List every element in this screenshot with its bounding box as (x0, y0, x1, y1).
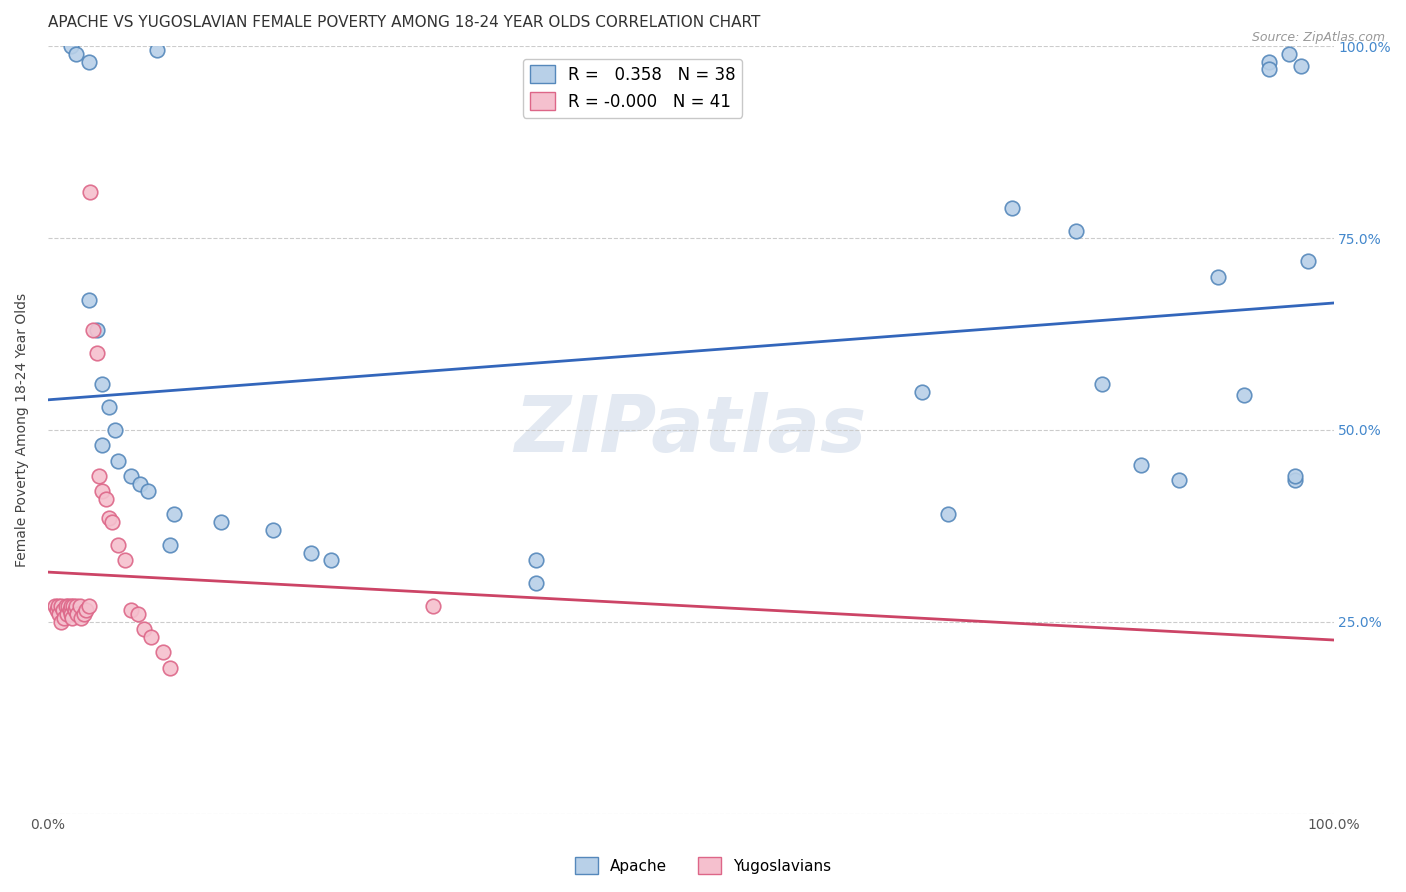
Point (1284, 469, 1306, 483)
Point (55, 599, 77, 614)
Point (524, 576, 547, 591)
Point (1001, 201, 1024, 215)
Point (129, 476, 152, 491)
Point (319, 553, 342, 567)
Point (79, 185, 101, 199)
Point (53, 611, 76, 625)
Point (114, 553, 136, 567)
Point (62, 599, 84, 614)
Point (1284, 473, 1306, 487)
Y-axis label: Female Poverty Among 18-24 Year Olds: Female Poverty Among 18-24 Year Olds (15, 293, 30, 567)
Point (104, 423, 127, 437)
Point (1258, 62, 1281, 77)
Point (52, 603, 75, 617)
Point (65, 47, 87, 62)
Point (75, 603, 97, 617)
Text: Source: ZipAtlas.com: Source: ZipAtlas.com (1251, 31, 1385, 45)
Point (46, 599, 69, 614)
Point (69, 599, 91, 614)
Point (120, 469, 142, 483)
Point (120, 603, 142, 617)
Point (60, 611, 83, 625)
Point (152, 645, 174, 659)
Point (136, 484, 159, 499)
Point (1258, 54, 1281, 69)
Point (59, 603, 82, 617)
Point (209, 515, 232, 529)
Point (159, 661, 181, 675)
Point (86, 323, 108, 337)
Point (49, 615, 72, 629)
Point (73, 607, 96, 621)
Point (299, 546, 322, 560)
Point (65, 599, 87, 614)
Point (59, 599, 82, 614)
Legend: Apache, Yugoslavians: Apache, Yugoslavians (569, 851, 837, 880)
Text: APACHE VS YUGOSLAVIAN FEMALE POVERTY AMONG 18-24 YEAR OLDS CORRELATION CHART: APACHE VS YUGOSLAVIAN FEMALE POVERTY AMO… (48, 15, 761, 30)
Point (524, 553, 547, 567)
Point (98, 400, 121, 414)
Point (77, 293, 100, 307)
Point (1296, 254, 1319, 268)
Point (101, 515, 124, 529)
Point (90, 438, 112, 452)
Point (1206, 269, 1229, 284)
Point (58, 599, 80, 614)
Point (66, 607, 89, 621)
Point (146, 43, 169, 57)
Point (86, 346, 108, 360)
Point (936, 508, 959, 522)
Point (45, 603, 67, 617)
Point (107, 453, 129, 467)
Point (98, 511, 121, 525)
Point (90, 376, 112, 391)
Point (127, 607, 149, 621)
Point (90, 484, 112, 499)
Point (77, 54, 100, 69)
Point (49, 599, 72, 614)
Point (1129, 458, 1152, 472)
Point (63, 603, 86, 617)
Point (262, 523, 284, 537)
Point (70, 611, 93, 625)
Point (1066, 223, 1088, 237)
Point (1091, 376, 1114, 391)
Point (82, 323, 104, 337)
Point (1291, 59, 1313, 73)
Point (1277, 47, 1299, 62)
Point (163, 508, 186, 522)
Point (77, 599, 100, 614)
Point (911, 384, 934, 399)
Point (1168, 473, 1191, 487)
Point (59, 607, 82, 621)
Point (89, 469, 111, 483)
Point (48, 607, 70, 621)
Text: ZIPatlas: ZIPatlas (515, 392, 866, 468)
Point (107, 538, 129, 552)
Point (159, 538, 181, 552)
Point (44, 599, 66, 614)
Point (139, 630, 162, 644)
Point (56, 607, 79, 621)
Point (134, 623, 156, 637)
Point (94, 491, 117, 506)
Point (1232, 388, 1254, 402)
Point (59, 39, 82, 54)
Point (422, 599, 444, 614)
Legend: R =   0.358   N = 38, R = -0.000   N = 41: R = 0.358 N = 38, R = -0.000 N = 41 (523, 59, 742, 118)
